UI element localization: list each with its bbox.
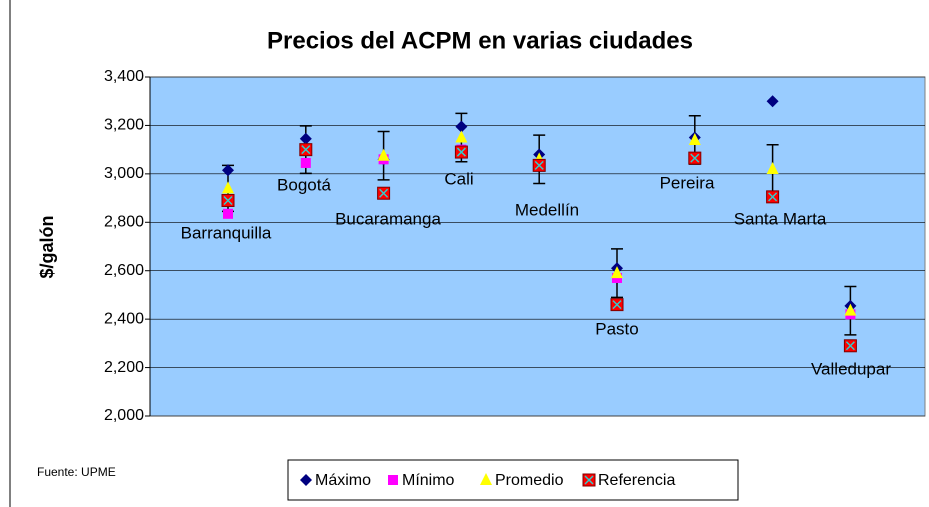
y-tick-label: 3,000 [104, 165, 144, 182]
legend-marker [480, 473, 492, 485]
y-tick-label: 2,000 [104, 407, 144, 424]
category-label: Medellín [515, 200, 579, 219]
legend-marker [300, 474, 312, 486]
legend [287, 459, 739, 501]
point [611, 266, 623, 279]
point [222, 164, 234, 177]
y-tick-label: 2,400 [104, 310, 144, 327]
category-label: Pereira [660, 173, 715, 192]
point [299, 132, 312, 145]
category-label: Santa Marta [734, 209, 827, 228]
legend-label: Mínimo [402, 472, 455, 489]
point [766, 95, 779, 108]
plot-area [149, 76, 926, 417]
category-label: Barranquilla [181, 223, 272, 242]
point [299, 143, 313, 157]
legend-label: Referencia [598, 472, 675, 489]
point [688, 151, 702, 165]
legend-label: Promedio [495, 472, 564, 489]
point [766, 162, 779, 175]
category-label: Pasto [595, 319, 638, 338]
y-tick-label: 2,600 [104, 262, 144, 279]
category-label: Bucaramanga [335, 209, 441, 228]
point [222, 181, 234, 194]
point [300, 157, 311, 168]
y-tick-label: 2,200 [104, 359, 144, 376]
category-label: Valledupar [811, 359, 891, 378]
point [766, 190, 780, 204]
chart-title: Precios del ACPM en varias ciudades [267, 27, 693, 54]
point [377, 148, 390, 161]
category-label: Cali [444, 169, 473, 188]
point [688, 132, 701, 145]
point [221, 193, 235, 207]
y-tick-label: 3,200 [104, 117, 144, 134]
source-note: Fuente: UPME [37, 465, 116, 479]
point [843, 339, 857, 353]
point [455, 130, 468, 143]
point [377, 186, 391, 200]
legend-marker [582, 473, 596, 487]
point [454, 145, 468, 159]
legend-label: Máximo [315, 472, 371, 489]
legend-marker [388, 475, 398, 485]
y-tick-label: 2,800 [104, 214, 144, 231]
y-axis-label: $/galón [37, 215, 57, 278]
point [223, 208, 233, 219]
point [844, 303, 857, 316]
category-label: Bogotá [277, 175, 331, 194]
point [455, 120, 468, 133]
point [532, 158, 546, 172]
point [610, 298, 624, 312]
y-tick-label: 3,400 [104, 68, 144, 85]
